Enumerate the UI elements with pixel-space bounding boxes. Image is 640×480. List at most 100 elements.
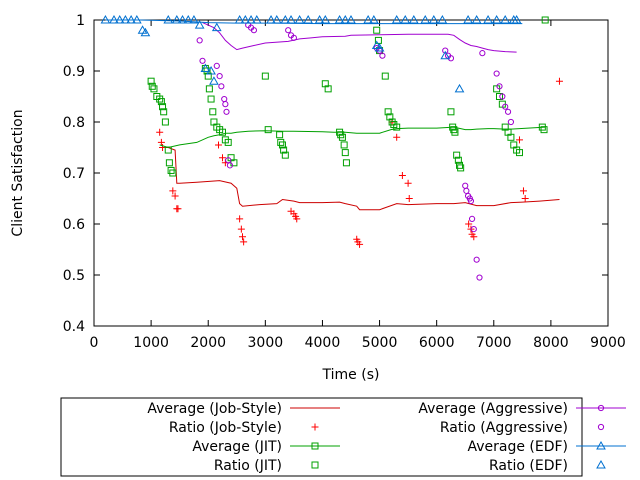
data-point	[454, 83, 465, 93]
data-point	[470, 226, 477, 233]
data-point	[507, 133, 515, 141]
data-point	[454, 156, 462, 164]
x-tick-label: 5000	[362, 335, 398, 351]
series-line	[105, 19, 523, 25]
data-point	[398, 172, 406, 180]
series-line	[159, 126, 546, 149]
x-axis: 0 1000 2000 3000 4000 5000 6000 7000 8000 9000	[90, 20, 626, 351]
y-axis: 0.4 0.5 0.6 0.7 0.8 0.9 1	[63, 13, 608, 335]
data-point	[320, 14, 331, 24]
data-point	[294, 14, 305, 24]
data-point	[164, 146, 172, 154]
y-tick-label: 0.9	[63, 64, 85, 80]
y-axis-label: Client Satisfaction	[10, 109, 26, 236]
x-axis-label: Time (s)	[322, 367, 380, 383]
legend-label: Average (Aggressive)	[418, 401, 568, 417]
data-point	[293, 215, 301, 223]
data-point	[290, 34, 297, 41]
data-point	[126, 14, 136, 24]
data-point	[493, 70, 500, 77]
series-5	[196, 22, 515, 281]
data-point	[206, 65, 216, 75]
y-tick-label: 0.7	[63, 166, 85, 182]
data-point	[183, 14, 194, 24]
data-point	[504, 108, 512, 115]
data-point	[381, 72, 389, 80]
data-point	[555, 77, 563, 85]
legend-marker-sample	[311, 423, 319, 431]
legend-label: Average (Job-Style)	[147, 401, 282, 417]
data-point	[386, 113, 394, 121]
data-point	[169, 187, 177, 195]
data-point	[222, 101, 229, 108]
data-point	[521, 195, 529, 202]
data-point	[368, 14, 379, 24]
data-point	[473, 256, 480, 263]
data-point	[150, 85, 158, 93]
data-point	[519, 187, 527, 195]
data-point	[238, 233, 246, 241]
data-point	[159, 103, 167, 111]
x-tick-label: 4000	[305, 335, 341, 351]
data-point	[157, 138, 165, 146]
data-point	[463, 187, 470, 194]
data-point	[451, 128, 459, 136]
data-point	[465, 220, 473, 228]
data-point	[224, 138, 232, 146]
data-point	[189, 14, 199, 24]
legend-box	[60, 397, 583, 477]
x-tick-label: 9000	[590, 335, 626, 351]
data-point	[156, 128, 164, 136]
data-point	[205, 85, 213, 93]
data-point	[468, 215, 476, 222]
data-point	[200, 63, 211, 72]
data-point	[264, 126, 272, 134]
data-point	[131, 14, 142, 24]
x-tick-label: 6000	[419, 335, 455, 351]
data-point	[356, 240, 364, 248]
data-point	[447, 108, 455, 116]
data-point	[463, 14, 473, 24]
series-2	[159, 126, 546, 149]
data-point	[303, 14, 314, 24]
data-point	[324, 85, 332, 93]
data-point	[276, 131, 284, 139]
data-point	[147, 77, 155, 85]
series-4	[202, 22, 517, 53]
legend-marker-sample	[311, 442, 319, 450]
data-point	[218, 83, 225, 90]
data-point	[342, 159, 350, 167]
data-point	[346, 14, 356, 24]
data-point	[171, 14, 182, 24]
legend-label: Ratio (EDF)	[489, 458, 568, 474]
data-point	[462, 182, 469, 189]
data-point	[280, 14, 291, 24]
y-tick-label: 1	[76, 13, 85, 29]
data-point	[341, 149, 349, 157]
data-point	[507, 118, 515, 126]
data-point	[240, 14, 251, 24]
data-point	[453, 151, 461, 159]
data-point	[209, 108, 217, 116]
data-point	[334, 14, 345, 24]
data-point	[109, 14, 119, 24]
data-point	[363, 14, 373, 24]
x-tick-label: 8000	[533, 335, 569, 351]
data-point	[278, 141, 286, 149]
data-point	[280, 146, 288, 154]
data-point	[209, 76, 219, 85]
legend-label: Ratio (Aggressive)	[440, 420, 568, 436]
data-point	[194, 20, 205, 29]
y-tick-label: 0.8	[63, 115, 85, 131]
data-point	[428, 14, 439, 24]
data-point	[236, 215, 244, 223]
series-0	[159, 147, 560, 211]
data-point	[161, 118, 169, 126]
y-tick-label: 0.6	[63, 217, 85, 233]
data-point	[250, 27, 258, 34]
data-point	[219, 128, 226, 136]
data-point	[226, 162, 234, 169]
data-point	[502, 103, 509, 110]
data-point	[515, 136, 523, 144]
data-point	[114, 14, 125, 24]
